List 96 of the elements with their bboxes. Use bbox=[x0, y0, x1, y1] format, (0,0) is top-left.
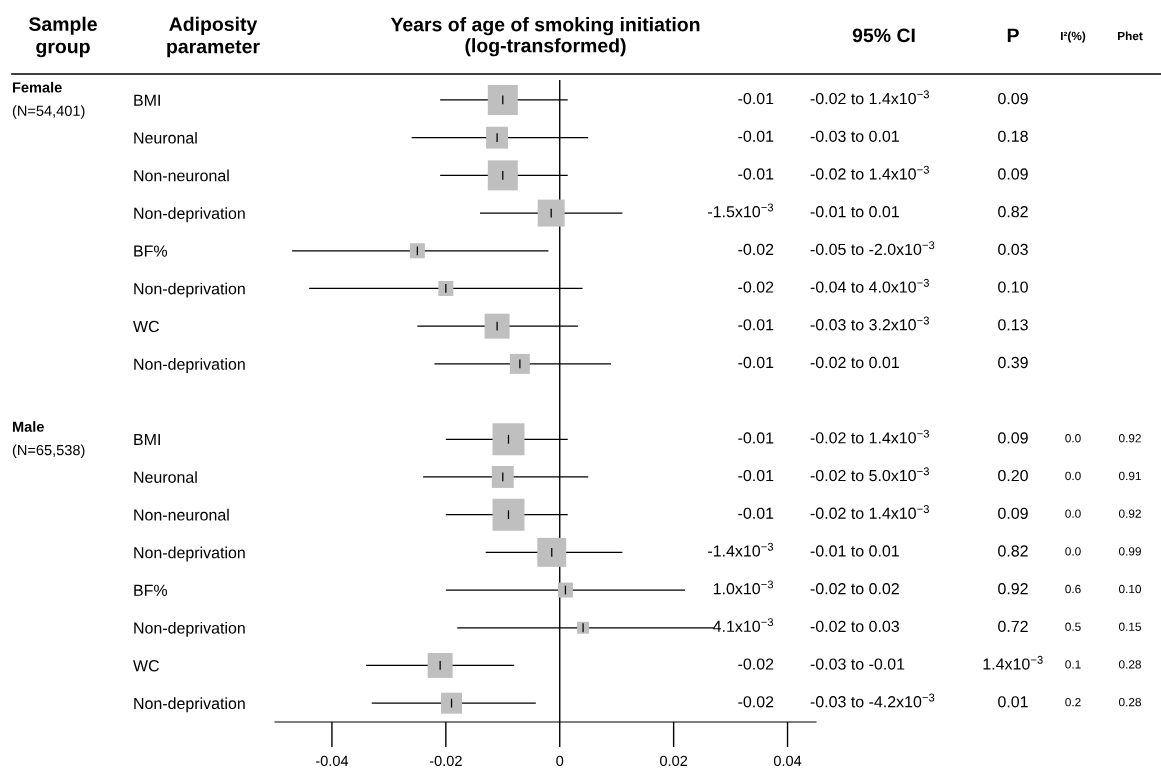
y-tick-label: Non-deprivation bbox=[134, 358, 245, 373]
text: -0.02 to 0.01 bbox=[810, 356, 899, 369]
text: 0.82 bbox=[998, 206, 1028, 218]
y-tick-label: WC bbox=[133, 320, 159, 333]
text: 0.09 bbox=[998, 432, 1028, 444]
text: 1.4x10$^{−3}$ bbox=[983, 655, 1043, 670]
text: Sample group bbox=[28, 16, 97, 58]
y-tick-label: BF% bbox=[134, 245, 168, 257]
text: 0.99 bbox=[1118, 547, 1141, 556]
text: 0.0 bbox=[1065, 434, 1081, 443]
text: 1.0x10$^{−3}$ bbox=[713, 580, 774, 595]
text: 0.92 bbox=[998, 583, 1028, 595]
text: -1.5x10$^{−3}$ bbox=[708, 203, 774, 218]
text: Adiposity parameter bbox=[167, 16, 260, 58]
text: -0.02 to 1.4x10$^{−3}$ bbox=[810, 505, 929, 519]
text: 0.28 bbox=[1118, 697, 1141, 707]
text: -0.02 to 0.02 bbox=[810, 583, 899, 595]
text: Female bbox=[12, 81, 62, 93]
text: 0.13 bbox=[998, 319, 1028, 331]
text: -0.01 bbox=[738, 356, 774, 369]
x-tick-label: -0.04 bbox=[315, 755, 349, 767]
text: 0.01 bbox=[998, 696, 1028, 708]
text: -0.02 bbox=[738, 281, 774, 293]
text: -0.01 bbox=[738, 319, 774, 331]
text: -0.04 to 4.0x10$^{−3}$ bbox=[810, 278, 929, 293]
text: 0.5 bbox=[1065, 622, 1081, 631]
text: -0.03 to -4.2x10$^{−3}$ bbox=[810, 693, 935, 708]
text: 0.0 bbox=[1065, 471, 1081, 481]
text: 0.10 bbox=[998, 281, 1028, 293]
text: 0.20 bbox=[998, 469, 1028, 482]
y-tick-label: Non-deprivation bbox=[134, 282, 245, 298]
text: -0.01 bbox=[738, 432, 774, 444]
text: -0.01 to 0.01 bbox=[810, 545, 899, 557]
text: -0.05 to -2.0x10$^{−3}$ bbox=[810, 241, 935, 256]
text: -0.01 bbox=[738, 130, 774, 142]
text: 0.09 bbox=[998, 92, 1028, 105]
text: 4.1x10$^{−3}$ bbox=[713, 618, 774, 633]
text: 0.1 bbox=[1065, 660, 1081, 669]
text: -0.03 to 3.2x10$^{−3}$ bbox=[810, 316, 929, 331]
y-tick-label: BMI bbox=[134, 94, 160, 106]
text: -0.02 to 5.0x10$^{−3}$ bbox=[810, 467, 929, 482]
text: -0.01 to 0.01 bbox=[810, 206, 899, 218]
text: 0.6 bbox=[1065, 584, 1081, 594]
y-tick-label: Non-deprivation bbox=[134, 697, 245, 713]
x-tick-label: -0.02 bbox=[429, 755, 462, 767]
text: 0.2 bbox=[1065, 697, 1081, 707]
text: -1.4x10$^{−3}$ bbox=[708, 542, 774, 557]
text: -0.02 bbox=[738, 696, 774, 708]
text: -0.02 bbox=[738, 243, 774, 256]
chart-title: Years of age of smoking initiation (log-transformed) bbox=[390, 17, 700, 57]
text: 0.0 bbox=[1065, 547, 1081, 556]
text: -0.01 bbox=[738, 507, 774, 519]
text: 0.82 bbox=[998, 545, 1028, 557]
text: 0.91 bbox=[1118, 471, 1141, 481]
text: -0.02 to 1.4x10$^{−3}$ bbox=[810, 165, 929, 180]
text: (N=65,538) bbox=[12, 444, 85, 459]
text: 0.10 bbox=[1118, 584, 1142, 594]
y-tick-label: Non-neuronal bbox=[134, 508, 229, 521]
text: Male bbox=[12, 421, 44, 432]
text: 0.28 bbox=[1118, 660, 1141, 669]
category-label: Phet bbox=[1118, 31, 1143, 41]
y-tick-label: BF% bbox=[134, 584, 168, 596]
text: 0.03 bbox=[998, 243, 1028, 256]
text: -0.02 to 0.03 bbox=[810, 620, 899, 633]
x-tick-label: 0 bbox=[556, 755, 564, 767]
y-tick-label: Non-neuronal bbox=[134, 169, 229, 182]
y-tick-label: Non-deprivation bbox=[134, 546, 245, 562]
text: 0.0 bbox=[1065, 509, 1081, 518]
text: (N=54,401) bbox=[12, 105, 85, 119]
text: -0.01 bbox=[738, 92, 774, 105]
y-tick-label: Non-deprivation bbox=[134, 207, 245, 223]
text: 0.18 bbox=[998, 130, 1028, 142]
text: -0.01 bbox=[738, 469, 774, 482]
category-label: 95% CI bbox=[852, 28, 915, 43]
text: 0.15 bbox=[1118, 622, 1141, 631]
text: 0.39 bbox=[998, 356, 1028, 369]
text: 0.72 bbox=[998, 620, 1028, 633]
text: -0.02 bbox=[738, 658, 774, 670]
y-tick-label: WC bbox=[133, 660, 159, 672]
y-tick-label: Neuronal bbox=[134, 131, 197, 144]
x-tick-label: 0.02 bbox=[660, 755, 688, 767]
category-label: P bbox=[1007, 28, 1019, 43]
text: 0.92 bbox=[1118, 509, 1141, 518]
x-tick-label: 0.04 bbox=[773, 755, 802, 767]
y-tick-label: BMI bbox=[134, 434, 160, 446]
text: 0.09 bbox=[998, 168, 1028, 180]
text: 0.09 bbox=[998, 507, 1028, 519]
y-tick-label: Non-deprivation bbox=[134, 621, 245, 637]
text: -0.01 bbox=[738, 168, 774, 180]
category-label: I²(%) bbox=[1061, 31, 1086, 43]
text: -0.02 to 1.4x10$^{−3}$ bbox=[810, 429, 929, 444]
text: 0.92 bbox=[1118, 434, 1141, 443]
y-tick-label: Neuronal bbox=[134, 471, 197, 483]
text: -0.02 to 1.4x10$^{−3}$ bbox=[810, 90, 929, 105]
text: -0.03 to -0.01 bbox=[810, 658, 905, 670]
text: -0.03 to 0.01 bbox=[810, 130, 899, 142]
